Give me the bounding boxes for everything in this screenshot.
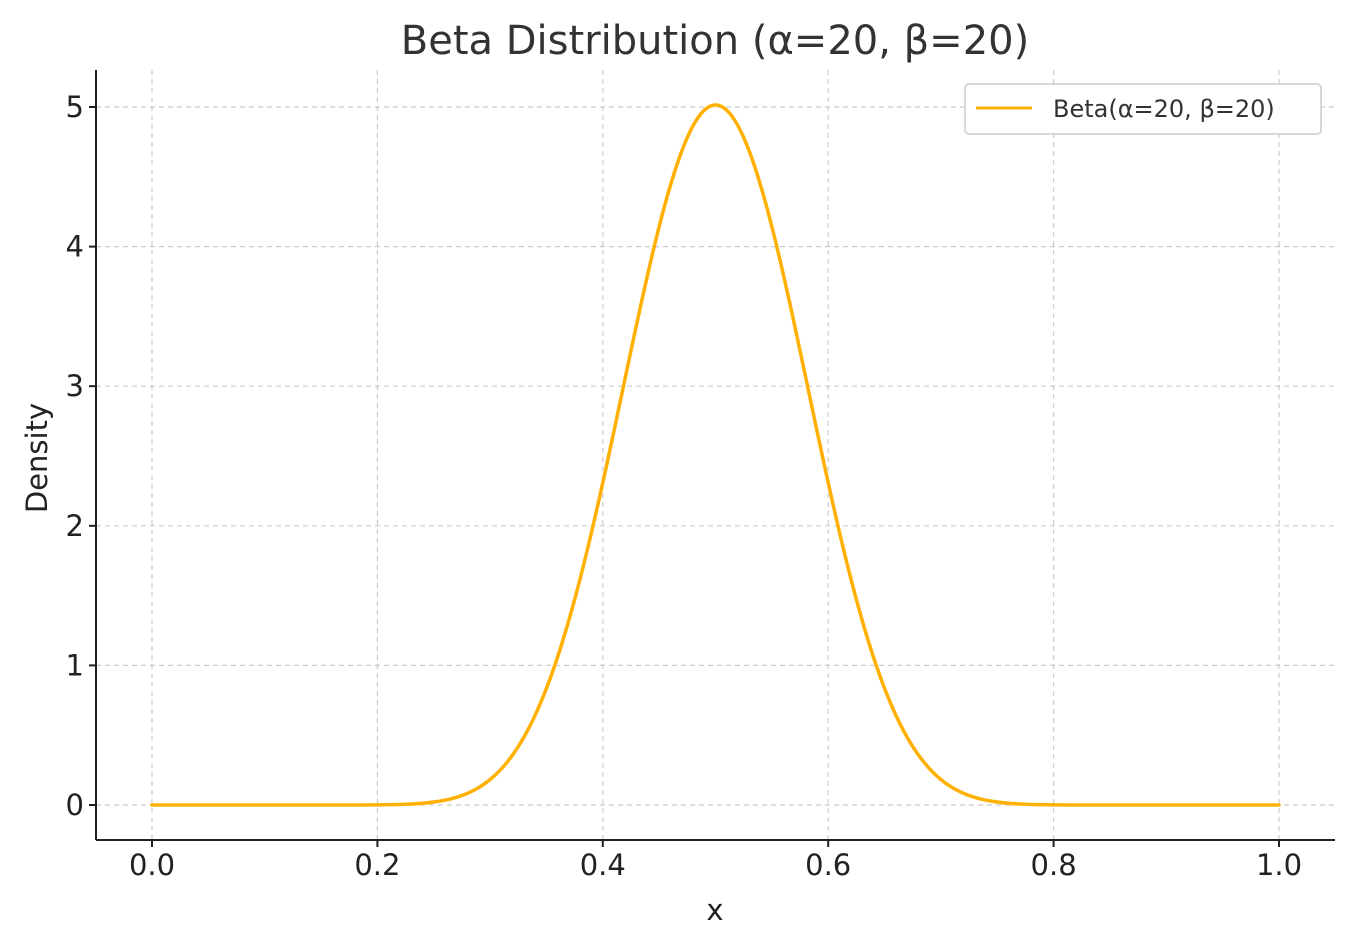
y-tick-label: 4: [66, 230, 84, 264]
legend-label: Beta(α=20, β=20): [1053, 95, 1275, 123]
y-tick-label: 1: [66, 648, 84, 682]
y-tick-label: 5: [66, 90, 84, 124]
x-tick-label: 1.0: [1256, 848, 1302, 882]
x-tick-label: 0.4: [580, 848, 626, 882]
legend-box: [964, 83, 1322, 135]
y-tick-label: 3: [66, 369, 84, 403]
x-axis-label: x: [706, 893, 723, 927]
axes-spines: [95, 70, 1335, 841]
x-tick-label: 0.8: [1031, 848, 1077, 882]
x-tick-label: 0.6: [805, 848, 851, 882]
grid-lines: [96, 70, 1335, 840]
x-tick-label: 0.0: [129, 848, 175, 882]
y-tick-label: 2: [66, 509, 84, 543]
series-layer: [150, 103, 1281, 807]
x-tick-label: 0.2: [354, 848, 400, 882]
axis-ticks: 0.0 0.2 0.4 0.6 0.8 1.0 0 1 2 3 4 5: [66, 90, 1303, 882]
y-tick-label: 0: [66, 788, 84, 822]
y-axis-label: Density: [20, 403, 54, 513]
chart-title: Beta Distribution (α=20, β=20): [401, 18, 1029, 64]
series-line: [150, 103, 1281, 807]
legend: Beta(α=20, β=20): [964, 83, 1322, 135]
